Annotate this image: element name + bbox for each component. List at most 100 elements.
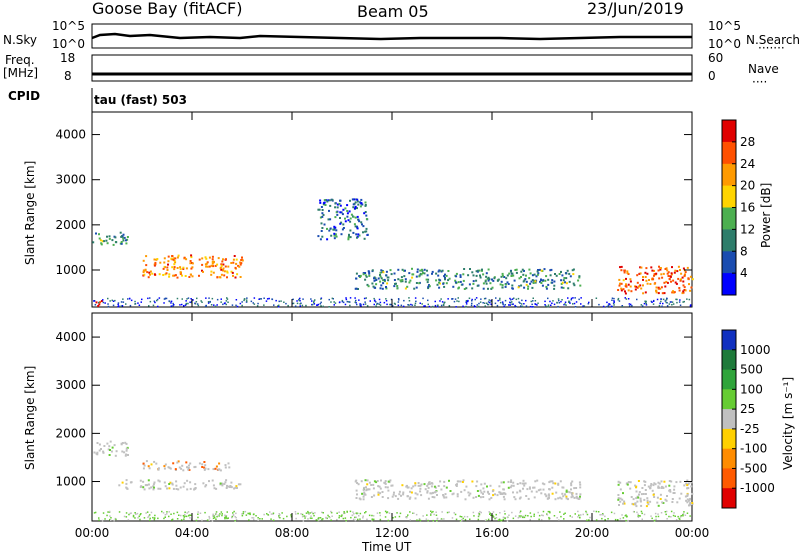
- ground-echo-cell: [455, 518, 458, 521]
- ground-echo-cell: [636, 511, 638, 514]
- echo-cell: [643, 480, 646, 483]
- echo-cell: [657, 504, 660, 507]
- echo-cell: [664, 485, 667, 488]
- echo-cell: [395, 282, 397, 285]
- ground-echo-cell: [682, 515, 684, 517]
- echo-cell: [491, 490, 494, 493]
- echo-cell: [120, 235, 123, 238]
- echo-cell: [125, 447, 128, 450]
- ground-echo-cell: [172, 304, 174, 307]
- ground-echo-cell: [216, 298, 219, 301]
- echo-cell: [323, 199, 326, 202]
- echo-cell: [554, 273, 556, 275]
- ground-echo-cell: [257, 302, 259, 305]
- echo-cell: [571, 480, 574, 483]
- echo-cell: [463, 489, 466, 492]
- ground-echo-cell: [525, 299, 527, 302]
- echo-cell: [522, 487, 524, 490]
- echo-cell: [331, 198, 334, 201]
- echo-cell: [677, 277, 680, 280]
- echo-cell: [559, 480, 562, 483]
- ground-echo-cell: [183, 518, 185, 520]
- ground-echo-cell: [286, 515, 288, 518]
- ground-echo-cell: [512, 517, 515, 520]
- ground-echo-cell: [595, 297, 598, 299]
- echo-cell: [649, 500, 652, 503]
- echo-cell: [173, 266, 176, 269]
- echo-cell: [433, 496, 436, 499]
- echo-cell: [335, 235, 338, 238]
- echo-cell: [624, 292, 627, 295]
- echo-cell: [652, 278, 655, 281]
- echo-cell: [663, 292, 666, 295]
- echo-cell: [503, 498, 506, 501]
- ground-echo-cell: [580, 297, 582, 299]
- echo-cell: [678, 289, 681, 292]
- echo-cell: [638, 493, 640, 496]
- echo-cell: [205, 484, 208, 487]
- echo-cell: [661, 276, 664, 279]
- ground-echo-cell: [226, 511, 228, 513]
- ground-echo-cell: [601, 513, 603, 516]
- ground-echo-cell: [212, 517, 215, 519]
- ground-echo-cell: [187, 511, 190, 513]
- echo-cell: [549, 269, 552, 272]
- echo-cell: [379, 487, 382, 490]
- ground-echo-cell: [665, 513, 667, 516]
- ground-echo-cell: [336, 518, 338, 521]
- echo-cell: [365, 218, 368, 221]
- echo-cell: [177, 460, 180, 463]
- ground-echo-cell: [440, 304, 443, 307]
- ground-echo-cell: [364, 512, 366, 514]
- ground-echo-cell: [313, 514, 315, 517]
- ground-echo-cell: [455, 306, 457, 308]
- ground-echo-cell: [341, 514, 343, 516]
- echo-cell: [435, 279, 438, 282]
- ground-echo-cell: [509, 304, 511, 306]
- ground-echo-cell: [355, 516, 357, 519]
- echo-cell: [173, 274, 176, 277]
- ground-echo-cell: [689, 304, 692, 306]
- echo-cell: [189, 481, 192, 484]
- echo-cell: [650, 266, 653, 269]
- ground-echo-cell: [345, 298, 348, 301]
- echo-cell: [688, 283, 690, 286]
- echo-cell: [408, 497, 411, 500]
- echo-cell: [442, 495, 445, 498]
- ground-echo-cell: [659, 302, 661, 305]
- echo-cell: [355, 489, 358, 492]
- echo-cell: [523, 484, 526, 487]
- echo-cell: [190, 256, 193, 259]
- echo-cell: [340, 211, 343, 214]
- ground-echo-cell: [558, 302, 561, 304]
- echo-cell: [455, 275, 458, 278]
- echo-cell: [437, 270, 440, 273]
- echo-cell: [547, 278, 550, 281]
- ground-echo-cell: [670, 516, 672, 518]
- ground-echo-cell: [453, 300, 456, 303]
- echo-cell: [425, 278, 428, 281]
- echo-cell: [507, 283, 510, 285]
- ground-echo-cell: [183, 305, 185, 307]
- ground-echo-cell: [270, 513, 273, 515]
- ground-echo-cell: [358, 299, 360, 301]
- echo-cell: [171, 255, 174, 257]
- colorbar-tick-label: 28: [740, 135, 755, 149]
- echo-cell: [645, 279, 648, 282]
- echo-cell: [397, 278, 400, 281]
- echo-cell: [183, 256, 186, 259]
- ground-echo-cell: [453, 512, 455, 514]
- ground-echo-cell: [666, 305, 669, 307]
- echo-cell: [349, 217, 352, 220]
- echo-cell: [629, 481, 632, 484]
- ground-echo-cell: [666, 518, 668, 520]
- echo-cell: [101, 240, 104, 243]
- echo-cell: [352, 231, 355, 234]
- ground-echo-cell: [684, 514, 687, 516]
- echo-cell: [659, 287, 662, 290]
- echo-cell: [335, 229, 338, 232]
- ground-echo-cell: [547, 510, 550, 513]
- echo-cell: [368, 488, 371, 491]
